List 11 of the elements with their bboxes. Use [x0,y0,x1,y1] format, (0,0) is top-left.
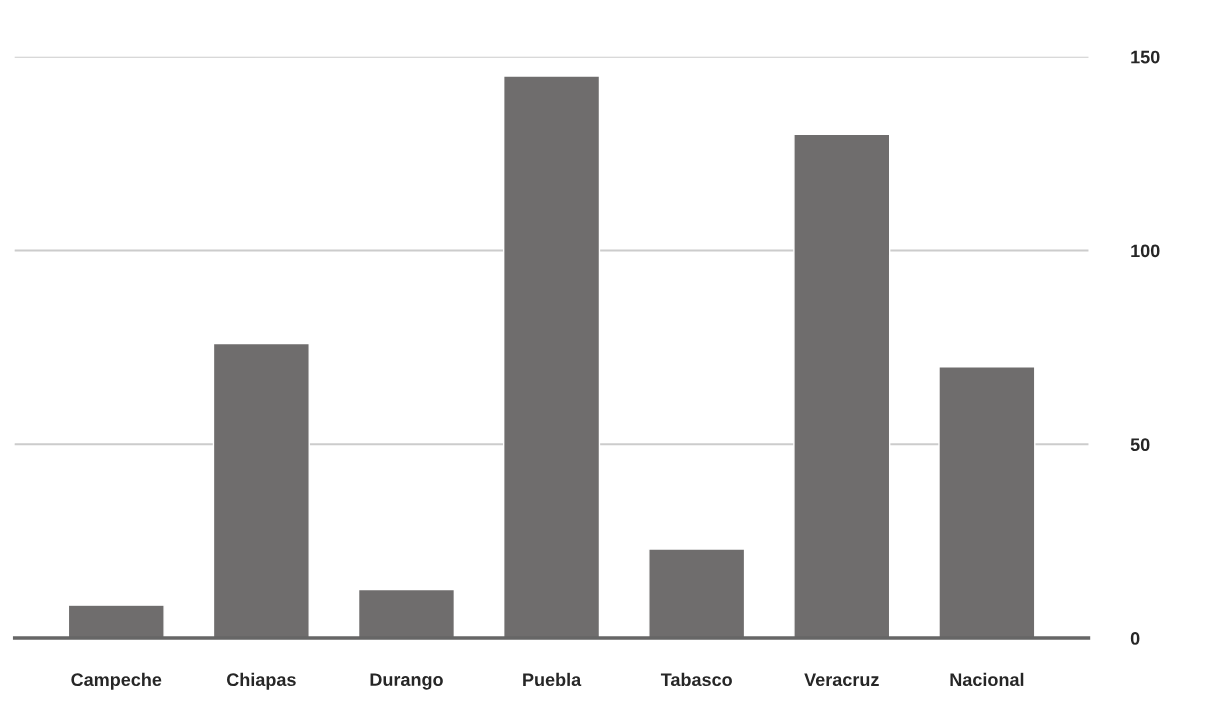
y-tick-label: 150 [1131,50,1160,64]
x-tick-label: Durango [370,673,443,690]
x-tick-label: Chiapas [226,672,296,690]
y-tick-label: 0 [1130,632,1140,645]
y-tick-label: 100 [1131,244,1160,258]
x-tick-label: Puebla [523,672,582,687]
x-tick-label: Veracruz [804,673,879,687]
x-tick-label: Tabasco [660,672,732,687]
x-tick-label: Nacional [950,672,1024,687]
x-tick-label: Campeche [71,672,162,690]
y-tick-label: 50 [1130,438,1150,452]
